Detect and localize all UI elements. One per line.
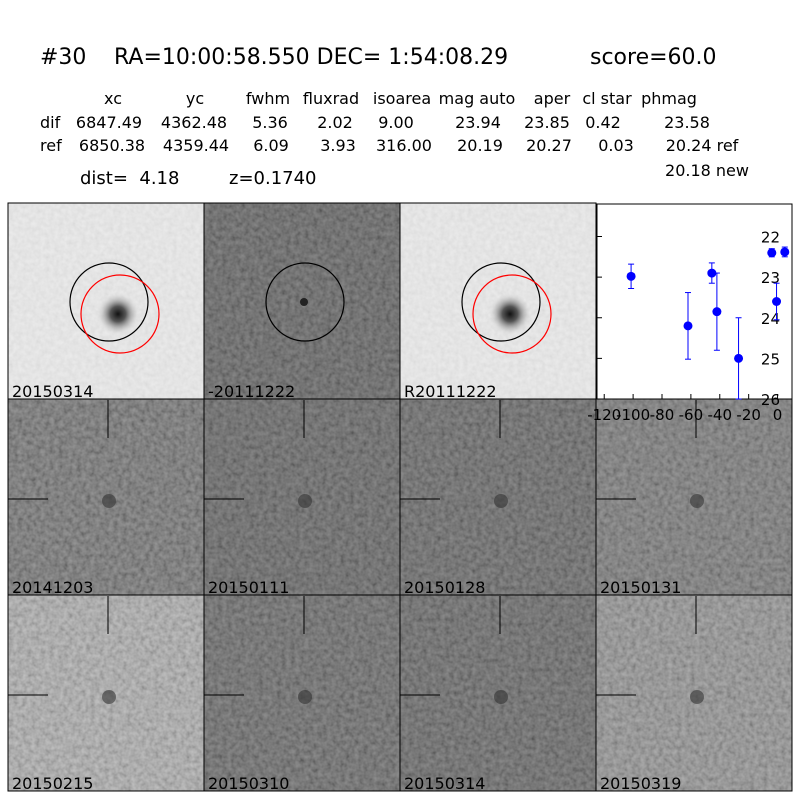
cell: 23.58: [664, 113, 710, 132]
source: [102, 494, 116, 508]
stamp-label: 20150215: [12, 774, 93, 793]
point: [780, 247, 790, 257]
y-tick-label: 25: [761, 350, 780, 368]
stamp-label: 20150314: [12, 382, 93, 401]
x-tick-label: -60: [679, 406, 704, 424]
stamp-label: -20111222: [208, 382, 295, 401]
column-header: fluxrad: [303, 89, 359, 108]
stamp-label: 20150314: [404, 774, 485, 793]
score: score=60.0: [590, 45, 717, 70]
source: [690, 494, 704, 508]
column-header: phmag: [641, 89, 697, 108]
column-header: mag auto: [439, 89, 516, 108]
point: [707, 268, 717, 278]
stamp-label: 20150319: [600, 774, 681, 793]
redshift: z=0.1740: [229, 168, 317, 189]
cand-id: #30: [40, 45, 86, 70]
y-tick-label: 22: [761, 229, 780, 247]
cell: 9.00: [378, 113, 414, 132]
source: [298, 690, 312, 704]
point: [626, 271, 636, 281]
row-label: ref: [40, 136, 62, 155]
point: [767, 248, 777, 258]
column-header: fwhm: [246, 89, 290, 108]
stamp-label: 20150131: [600, 578, 681, 597]
x-tick-label: 0: [773, 406, 783, 424]
x-tick-label: -100: [616, 406, 650, 424]
x-tick-label: -40: [708, 406, 733, 424]
source: [96, 292, 140, 336]
y-tick-label: 26: [761, 391, 780, 409]
aperture: [461, 262, 541, 342]
aperture-ref: [80, 274, 160, 354]
stamp-frame: [595, 594, 793, 792]
y-tick-label: 24: [761, 310, 780, 328]
cell: 3.93: [320, 136, 356, 155]
cell: 5.36: [252, 113, 288, 132]
point: [683, 321, 693, 331]
x-tick-label: -120: [587, 406, 621, 424]
source: [494, 494, 508, 508]
column-header: yc: [186, 89, 204, 108]
y-tick-label: 23: [761, 269, 780, 287]
column-header: cl star: [582, 89, 632, 108]
cell: 6850.38: [79, 136, 145, 155]
source: [494, 690, 508, 704]
cell: 6847.49: [76, 113, 142, 132]
cell: 316.00: [376, 136, 432, 155]
x-tick-label: -20: [736, 406, 761, 424]
new-mag: 20.18 new: [665, 161, 749, 180]
source: [488, 292, 532, 336]
cell: 0.03: [598, 136, 634, 155]
column-header: aper: [534, 89, 571, 108]
column-header: xc: [104, 89, 122, 108]
aperture-ref: [472, 274, 552, 354]
point: [772, 297, 782, 306]
cell: 20.27: [526, 136, 572, 155]
cell: 4362.48: [161, 113, 227, 132]
cell: 23.85: [524, 113, 570, 132]
coords: RA=10:00:58.550 DEC= 1:54:08.29: [114, 45, 508, 70]
plot-area: [596, 203, 793, 400]
stamp-label: 20150128: [404, 578, 485, 597]
stamp-label: 20141203: [12, 578, 93, 597]
dist: dist= 4.18: [80, 168, 179, 189]
cell: 20.24 ref: [666, 136, 739, 155]
source: [298, 494, 312, 508]
source: [690, 690, 704, 704]
aperture: [265, 262, 345, 342]
cell: 6.09: [253, 136, 289, 155]
cell: 4359.44: [163, 136, 229, 155]
aperture: [69, 262, 149, 342]
source: [102, 690, 116, 704]
cell: 23.94: [455, 113, 501, 132]
source: [300, 298, 308, 306]
point: [734, 353, 744, 363]
point: [712, 307, 722, 317]
stamp-label: 20150111: [208, 578, 289, 597]
column-header: isoarea: [373, 89, 431, 108]
cell: 20.19: [457, 136, 503, 155]
cell: 2.02: [317, 113, 353, 132]
stamp-label: 20150310: [208, 774, 289, 793]
row-label: dif: [40, 113, 61, 132]
cell: 0.42: [585, 113, 621, 132]
x-tick-label: -80: [650, 406, 675, 424]
stamp-label: R20111222: [404, 382, 497, 401]
